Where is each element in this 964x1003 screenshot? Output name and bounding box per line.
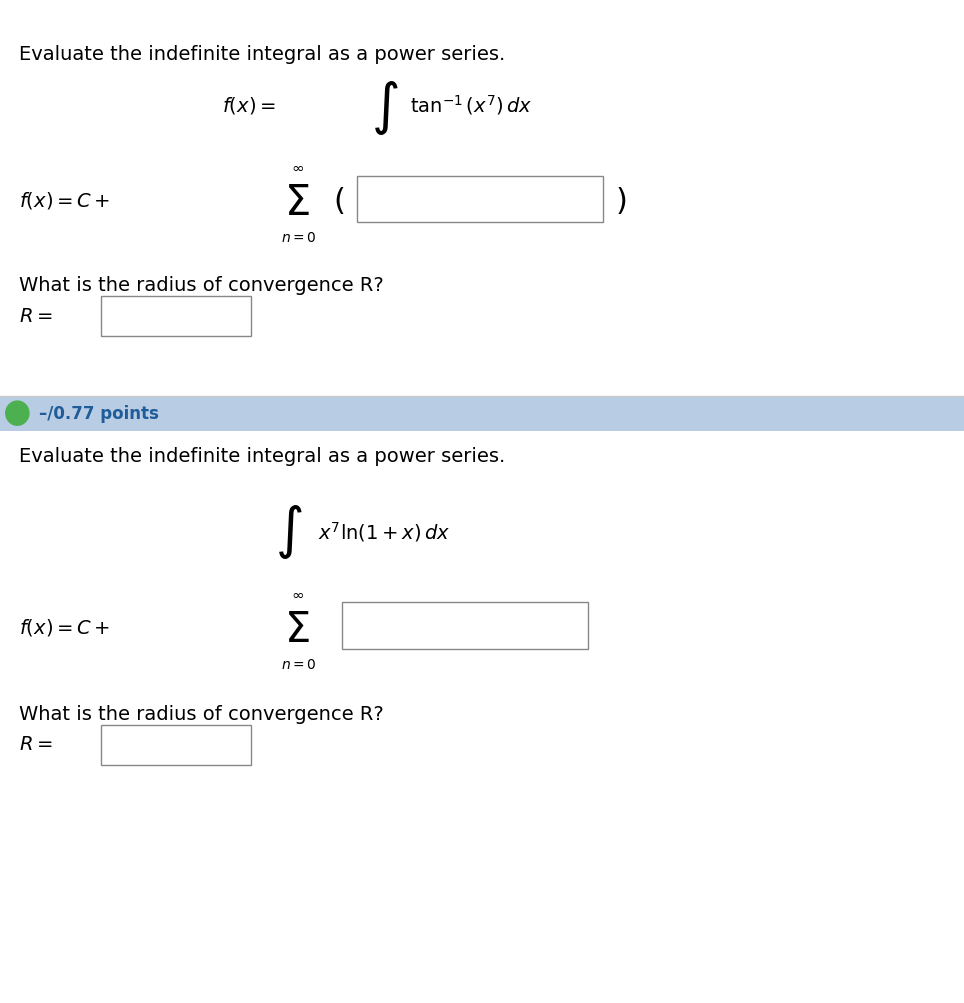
Text: $\infty$: $\infty$ <box>291 160 304 175</box>
Text: Evaluate the indefinite integral as a power series.: Evaluate the indefinite integral as a po… <box>19 446 505 465</box>
FancyBboxPatch shape <box>342 603 588 649</box>
Text: $R =$: $R =$ <box>19 735 53 753</box>
Text: $\int$: $\int$ <box>371 79 399 137</box>
Text: $n = 0$: $n = 0$ <box>281 657 317 671</box>
Text: $f(x) = C +$: $f(x) = C +$ <box>19 617 111 637</box>
FancyBboxPatch shape <box>357 177 602 223</box>
FancyBboxPatch shape <box>101 297 251 337</box>
Text: $f(x) = C +$: $f(x) = C +$ <box>19 191 111 211</box>
Text: $f(x) =$: $f(x) =$ <box>222 95 276 115</box>
Text: $($: $($ <box>333 186 344 216</box>
Text: $R =$: $R =$ <box>19 307 53 325</box>
Text: –/0.77 points: –/0.77 points <box>39 405 158 422</box>
Text: $\int$: $\int$ <box>275 503 303 561</box>
Text: $)$: $)$ <box>615 186 627 216</box>
Circle shape <box>6 401 29 425</box>
Text: $\Sigma$: $\Sigma$ <box>284 182 310 224</box>
Text: What is the radius of convergence R?: What is the radius of convergence R? <box>19 276 384 295</box>
FancyBboxPatch shape <box>0 396 964 431</box>
FancyBboxPatch shape <box>101 725 251 765</box>
Text: Evaluate the indefinite integral as a power series.: Evaluate the indefinite integral as a po… <box>19 45 505 64</box>
Text: $\infty$: $\infty$ <box>291 587 304 601</box>
Text: $x^7 \ln(1 + x)\, dx$: $x^7 \ln(1 + x)\, dx$ <box>318 520 450 544</box>
Text: $\Sigma$: $\Sigma$ <box>284 608 310 650</box>
Text: What is the radius of convergence R?: What is the radius of convergence R? <box>19 704 384 723</box>
Text: $\tan^{-1}(x^7)\, dx$: $\tan^{-1}(x^7)\, dx$ <box>410 93 532 117</box>
Text: $n = 0$: $n = 0$ <box>281 231 317 245</box>
